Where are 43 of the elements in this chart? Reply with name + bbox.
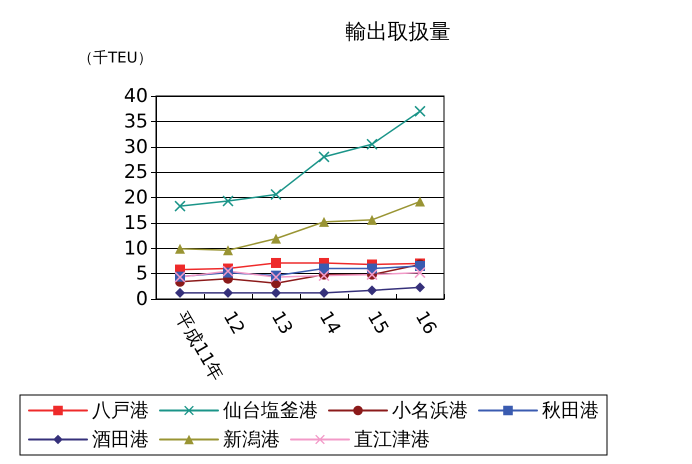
point — [174, 200, 186, 212]
point — [223, 245, 233, 256]
point — [318, 151, 330, 162]
y-axis-title: （千TEU） — [78, 48, 153, 66]
legend-label: 直江津港 — [354, 428, 430, 450]
x-tick-label: 16 — [410, 308, 441, 338]
point — [319, 216, 329, 227]
y-tick-label: 5 — [136, 262, 148, 285]
y-tick-label: 25 — [124, 161, 148, 184]
point — [414, 106, 426, 117]
legend-label: 新潟港 — [223, 428, 280, 450]
x-tick-label: 14 — [314, 308, 345, 338]
point — [271, 234, 281, 244]
x-tick-label: 13 — [266, 308, 297, 338]
y-tick-label: 35 — [124, 110, 148, 132]
x-tick-label: 15 — [362, 308, 393, 338]
y-tick-label: 0 — [136, 288, 148, 310]
legend-label: 小名浜港 — [392, 400, 468, 422]
point — [271, 258, 281, 268]
point — [319, 288, 329, 298]
x-tick-label: 12 — [218, 308, 249, 338]
point — [222, 196, 234, 207]
legend-label: 酒田港 — [92, 428, 149, 450]
point — [415, 196, 425, 207]
chart-title: 輸出取扱量 — [346, 20, 450, 44]
y-tick-label: 40 — [124, 85, 148, 107]
point — [415, 282, 425, 292]
legend-label: 仙台塩釜港 — [223, 400, 318, 422]
point — [367, 214, 377, 225]
legend-label: 秋田港 — [542, 400, 599, 422]
point — [175, 288, 185, 298]
y-tick-label: 30 — [124, 136, 148, 158]
y-tick-label: 20 — [124, 186, 148, 208]
point — [223, 288, 233, 298]
y-tick-label: 10 — [124, 237, 148, 260]
point — [414, 267, 426, 278]
y-tick-label: 15 — [124, 212, 148, 234]
point — [175, 244, 185, 254]
point — [270, 188, 282, 200]
point — [271, 288, 281, 298]
point — [367, 285, 377, 296]
point — [366, 138, 378, 150]
legend-label: 八戸港 — [92, 400, 149, 422]
